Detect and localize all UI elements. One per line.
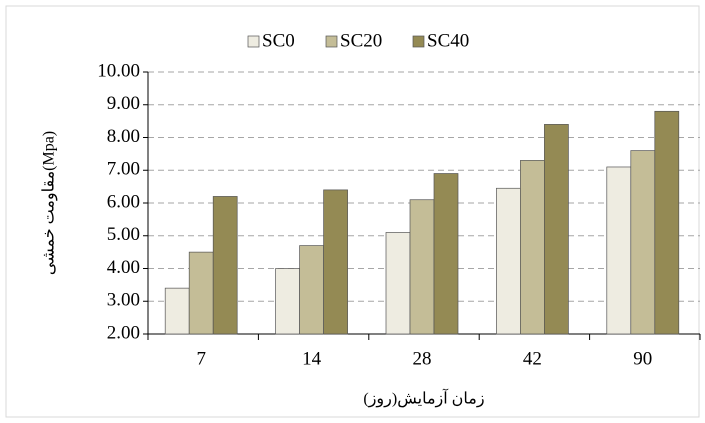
bar bbox=[164, 287, 190, 335]
x-tick-label: 28 bbox=[413, 348, 432, 369]
y-tick-label: 3.00 bbox=[107, 290, 140, 311]
y-tick-label: 5.00 bbox=[107, 224, 140, 245]
legend-swatch bbox=[247, 35, 260, 48]
y-tick-label: 9.00 bbox=[107, 93, 140, 114]
x-tick-label: 7 bbox=[196, 348, 206, 369]
bar bbox=[409, 199, 435, 335]
y-tick-label: 10.00 bbox=[97, 60, 140, 81]
bar bbox=[654, 110, 680, 335]
y-tick-label: 7.00 bbox=[107, 159, 140, 180]
x-tick-label: 42 bbox=[523, 348, 542, 369]
bar bbox=[606, 166, 632, 335]
bar bbox=[323, 189, 348, 335]
bar bbox=[630, 150, 656, 335]
bar bbox=[188, 251, 214, 335]
y-tick-label: 8.00 bbox=[107, 126, 140, 147]
bar bbox=[520, 160, 545, 335]
legend-label: SC40 bbox=[427, 30, 469, 51]
x-axis-label: زمان آزمایش(روز) bbox=[363, 388, 484, 408]
legend-label: SC0 bbox=[262, 30, 295, 51]
bar bbox=[433, 173, 459, 335]
bar bbox=[275, 268, 300, 335]
y-tick-label: 6.00 bbox=[107, 191, 140, 212]
bar bbox=[385, 232, 411, 335]
bar bbox=[544, 124, 569, 335]
bar bbox=[496, 187, 521, 335]
legend-label: SC20 bbox=[340, 30, 382, 51]
legend-swatch bbox=[325, 35, 338, 48]
y-axis-label: مقاومت خمشی(Mpa) bbox=[41, 131, 58, 275]
legend-swatch bbox=[412, 35, 425, 48]
x-tick-label: 90 bbox=[633, 348, 652, 369]
bar bbox=[212, 196, 238, 335]
y-tick-label: 2.00 bbox=[107, 322, 140, 343]
bar bbox=[299, 245, 324, 335]
x-tick-label: 14 bbox=[302, 348, 322, 369]
chart-frame bbox=[5, 5, 700, 418]
y-tick-label: 4.00 bbox=[107, 257, 140, 278]
